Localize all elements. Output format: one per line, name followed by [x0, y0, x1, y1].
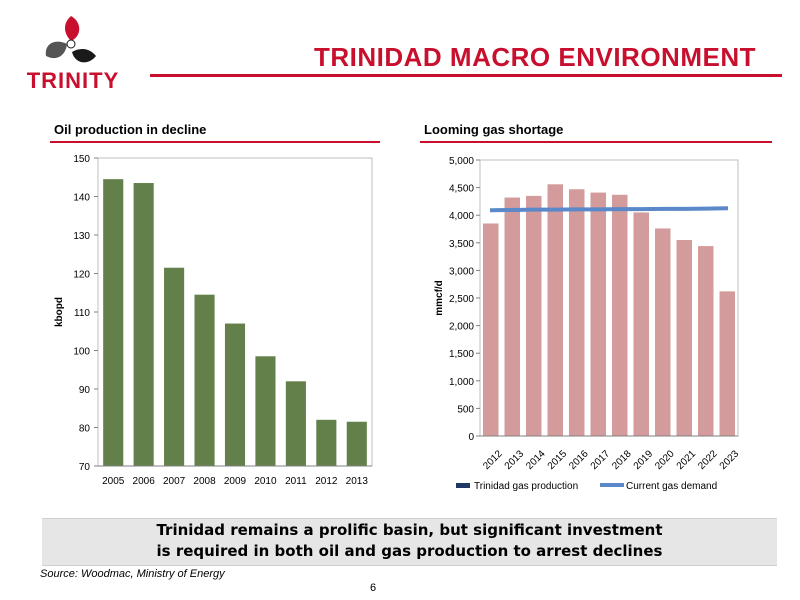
page-title: TRINIDAD MACRO ENVIRONMENT: [314, 42, 756, 72]
gas-production-bar: [590, 192, 606, 436]
gas-production-bar: [719, 291, 735, 436]
logo-petal-top: [64, 16, 80, 41]
oil-y-tick-label: 130: [73, 231, 90, 242]
gas-y-tick-label: 2,500: [449, 294, 474, 305]
oil-bar: [346, 421, 367, 466]
oil-y-tick-label: 80: [79, 424, 91, 435]
gas-x-tick-label: 2018: [610, 448, 634, 472]
gas-chart-rule: [420, 141, 772, 143]
oil-y-axis-label: kbopd: [54, 297, 65, 327]
gas-demand-line: [489, 206, 729, 213]
trinity-logo: [45, 16, 96, 63]
gas-x-tick-label: 2013: [503, 448, 527, 472]
oil-y-tick-label: 70: [79, 462, 91, 473]
oil-x-tick-label: 2010: [254, 476, 277, 487]
gas-x-tick-label: 2016: [567, 448, 591, 472]
source-note: Source: Woodmac, Ministry of Energy: [40, 568, 225, 580]
oil-bar: [164, 267, 185, 466]
logo-center: [66, 39, 76, 49]
oil-bar: [133, 183, 154, 466]
gas-x-tick-label: 2020: [653, 448, 677, 472]
gas-y-tick-label: 5,000: [449, 156, 474, 167]
gas-x-tick-label: 2023: [718, 448, 742, 472]
gas-production-bar: [633, 212, 649, 436]
oil-x-tick-label: 2013: [346, 476, 369, 487]
oil-bar: [316, 419, 337, 466]
gas-production-bar: [526, 195, 542, 436]
oil-bar: [103, 179, 124, 467]
conclusion-text: Trinidad remains a prolific basin, but s…: [42, 520, 777, 562]
oil-y-tick-label: 120: [73, 270, 90, 281]
oil-y-tick-label: 150: [73, 154, 90, 165]
gas-x-tick-label: 2021: [675, 448, 699, 472]
oil-bar: [255, 356, 276, 466]
oil-x-tick-label: 2012: [315, 476, 338, 487]
conclusion-banner: [42, 518, 777, 566]
logo-petal-left: [45, 41, 67, 59]
gas-x-tick-label: 2019: [632, 448, 656, 472]
oil-x-tick-label: 2011: [285, 476, 307, 487]
oil-bar: [194, 294, 215, 466]
logo-text: TRINITY: [26, 68, 120, 93]
legend-production-label: Trinidad gas production: [474, 481, 578, 492]
oil-x-tick-label: 2007: [163, 476, 186, 487]
oil-y-tick-label: 140: [73, 193, 90, 204]
oil-y-tick-label: 100: [73, 347, 90, 358]
gas-x-tick-label: 2022: [696, 448, 720, 472]
gas-production-bar: [655, 228, 671, 436]
conclusion-line-2: is required in both oil and gas producti…: [156, 542, 663, 560]
gas-production-bar: [698, 246, 714, 436]
gas-y-tick-label: 1,500: [449, 349, 474, 360]
legend-demand-label: Current gas demand: [626, 481, 717, 492]
gas-chart-title: Looming gas shortage: [424, 122, 564, 137]
oil-x-tick-label: 2009: [224, 476, 247, 487]
gas-y-tick-label: 0: [468, 432, 474, 443]
oil-y-tick-label: 90: [79, 385, 91, 396]
oil-x-tick-label: 2006: [133, 476, 156, 487]
gas-production-bar: [504, 197, 520, 436]
gas-production-bar: [547, 184, 563, 436]
gas-y-tick-label: 3,000: [449, 266, 474, 277]
logo-petal-right: [72, 48, 96, 63]
gas-x-tick-label: 2012: [481, 448, 505, 472]
gas-production-bar: [612, 194, 628, 436]
gas-y-tick-label: 3,500: [449, 239, 474, 250]
gas-y-tick-label: 500: [457, 404, 474, 415]
oil-bar: [224, 323, 246, 466]
gas-y-tick-label: 4,500: [449, 184, 474, 195]
gas-production-bar: [569, 189, 585, 436]
oil-x-tick-label: 2008: [193, 476, 216, 487]
gas-y-tick-label: 1,000: [449, 377, 474, 388]
gas-y-tick-label: 2,000: [449, 322, 474, 333]
gas-x-tick-label: 2015: [546, 448, 570, 472]
title-rule: [150, 74, 782, 77]
gas-production-bar: [676, 240, 692, 436]
oil-bar: [285, 381, 306, 466]
gas-production-bar: [483, 223, 499, 436]
conclusion-line-1: Trinidad remains a prolific basin, but s…: [156, 521, 663, 539]
oil-chart-title: Oil production in decline: [54, 122, 207, 137]
page-number: 6: [370, 582, 377, 594]
oil-x-tick-label: 2005: [102, 476, 125, 487]
gas-y-axis-label: mmcf/d: [434, 280, 445, 316]
oil-chart-rule: [50, 141, 380, 143]
gas-y-tick-label: 4,000: [449, 211, 474, 222]
gas-x-tick-label: 2014: [524, 448, 548, 472]
legend-production-swatch: [456, 483, 470, 488]
oil-y-tick-label: 110: [74, 308, 90, 319]
gas-x-tick-label: 2017: [589, 448, 613, 472]
